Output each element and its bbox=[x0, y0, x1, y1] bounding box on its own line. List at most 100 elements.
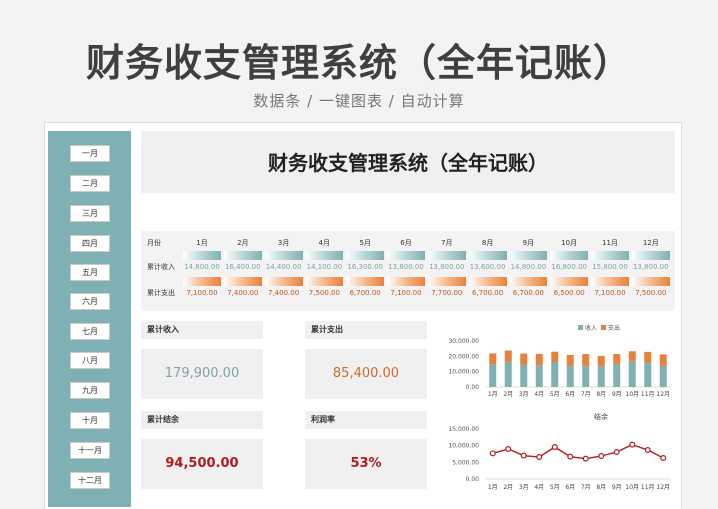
hero-subtitle: 数据条 / 一键图表 / 自动计算 bbox=[253, 92, 465, 110]
line-x-tick: 7月 bbox=[581, 484, 591, 491]
bar-expense bbox=[613, 354, 621, 365]
income-total-label: 累计收入 bbox=[141, 321, 263, 339]
bar-income bbox=[659, 365, 667, 387]
income-value-11: 15,800.00 bbox=[592, 263, 628, 271]
bar-y-tick: 30,000.00 bbox=[448, 338, 479, 345]
monthly-table: 月份 累计收入 累计支出 1月 14,800.00 7,100.00 2月 16,400… bbox=[141, 231, 675, 311]
bar-expense bbox=[535, 353, 543, 366]
balance-total-label: 累计结余 bbox=[141, 411, 263, 429]
expense-value-12: 7,500.00 bbox=[635, 289, 667, 297]
expense-databar-8 bbox=[468, 277, 507, 286]
month-sidebar: 一月 二月 三月 四月 五月 六月 七月 八月 九月 十月 十一月 十二月 bbox=[48, 131, 131, 507]
month-button-2[interactable]: 二月 bbox=[70, 175, 110, 192]
expense-total-label: 累计支出 bbox=[305, 321, 427, 339]
bar-expense bbox=[566, 354, 574, 366]
expense-value-6: 7,100.00 bbox=[390, 289, 422, 297]
income-databar-7 bbox=[427, 251, 466, 260]
legend-swatch-income bbox=[578, 325, 583, 330]
income-databar-11 bbox=[591, 251, 629, 260]
bar-income bbox=[613, 364, 621, 387]
month-button-10[interactable]: 十月 bbox=[70, 412, 110, 429]
profit-rate-value: 53% bbox=[305, 439, 427, 489]
income-databar-6 bbox=[387, 251, 425, 260]
line-x-tick: 1月 bbox=[488, 484, 498, 491]
balance-point bbox=[489, 450, 496, 457]
month-button-9[interactable]: 九月 bbox=[70, 382, 110, 399]
bar-x-tick: 9月 bbox=[612, 391, 622, 398]
income-databar-9 bbox=[509, 251, 548, 260]
month-button-8[interactable]: 八月 bbox=[70, 352, 110, 369]
income-databar-10 bbox=[550, 251, 589, 260]
bar-y-tick: 20,000.00 bbox=[448, 353, 479, 360]
line-x-tick: 11月 bbox=[641, 484, 655, 491]
income-databar-3 bbox=[264, 251, 303, 260]
bar-expense bbox=[520, 353, 528, 365]
income-databar-1 bbox=[183, 251, 221, 260]
expense-databar-3 bbox=[264, 277, 303, 286]
line-x-tick: 10月 bbox=[625, 484, 639, 491]
expense-databar-7 bbox=[427, 277, 466, 286]
balance-point bbox=[567, 453, 574, 460]
line-x-tick: 6月 bbox=[565, 484, 575, 491]
expense-value-3: 7,400.00 bbox=[268, 289, 300, 297]
balance-point bbox=[598, 452, 605, 459]
line-y-tick: 0.00 bbox=[466, 476, 480, 483]
expense-databar-9 bbox=[509, 277, 548, 286]
month-button-12[interactable]: 十二月 bbox=[70, 472, 110, 489]
balance-total-value: 94,500.00 bbox=[141, 439, 263, 489]
bar-x-tick: 7月 bbox=[581, 391, 591, 398]
bar-x-tick: 10月 bbox=[625, 391, 639, 398]
balance-point bbox=[629, 441, 636, 448]
month-button-1[interactable]: 一月 bbox=[70, 145, 110, 162]
balance-point bbox=[505, 445, 512, 452]
expense-databar-6 bbox=[387, 277, 425, 286]
month-button-3[interactable]: 三月 bbox=[70, 205, 110, 222]
income-value-5: 16,300.00 bbox=[347, 263, 383, 271]
bar-y-tick: 10,000.00 bbox=[448, 369, 479, 376]
month-button-5[interactable]: 五月 bbox=[70, 264, 110, 281]
line-x-tick: 4月 bbox=[534, 484, 544, 491]
bar-x-tick: 4月 bbox=[534, 391, 544, 398]
income-value-7: 13,800.00 bbox=[428, 263, 465, 271]
bar-x-tick: 5月 bbox=[550, 391, 560, 398]
month-header-9: 9月 bbox=[522, 239, 535, 247]
bar-expense bbox=[504, 350, 512, 362]
month-header-6: 6月 bbox=[400, 239, 412, 247]
month-header-8: 8月 bbox=[481, 239, 494, 247]
month-header-11: 11月 bbox=[602, 239, 618, 247]
bar-income bbox=[582, 365, 590, 387]
balance-point bbox=[520, 452, 527, 459]
bar-expense bbox=[551, 351, 559, 363]
bar-y-tick: 0.00 bbox=[466, 384, 480, 391]
month-header-2: 2月 bbox=[237, 239, 249, 247]
month-button-6[interactable]: 六月 bbox=[70, 293, 110, 310]
income-value-3: 14,400.00 bbox=[265, 263, 302, 271]
bar-income bbox=[628, 361, 636, 387]
income-row-label: 累计收入 bbox=[147, 263, 175, 271]
bar-expense bbox=[628, 351, 636, 362]
income-value-10: 16,800.00 bbox=[551, 263, 587, 271]
month-button-11[interactable]: 十一月 bbox=[70, 442, 110, 459]
bar-x-tick: 11月 bbox=[641, 391, 655, 398]
balance-line-chart: 结余 15,000.00 10,000.00 5,000.00 0.00 1月 2月 3月 4月… bbox=[448, 412, 671, 491]
month-header-5: 5月 bbox=[359, 239, 371, 247]
month-button-7[interactable]: 七月 bbox=[70, 323, 110, 340]
expense-databar-10 bbox=[550, 277, 589, 286]
line-x-tick: 2月 bbox=[503, 484, 513, 491]
income-value-4: 14,100.00 bbox=[306, 263, 343, 271]
expense-value-5: 6,700.00 bbox=[349, 289, 381, 297]
hero-title: 财务收支管理系统（全年记账） bbox=[85, 41, 632, 85]
balance-point bbox=[613, 448, 620, 455]
line-x-tick: 3月 bbox=[519, 484, 529, 491]
bar-income bbox=[644, 362, 652, 387]
income-databar-4 bbox=[305, 251, 344, 260]
spreadsheet-view: 一月 二月 三月 四月 五月 六月 七月 八月 九月 十月 十一月 十二月 财务… bbox=[44, 122, 682, 509]
income-databar-2 bbox=[223, 251, 262, 260]
month-button-4[interactable]: 四月 bbox=[70, 235, 110, 252]
income-value-6: 13,800.00 bbox=[388, 263, 424, 271]
bar-income bbox=[566, 365, 574, 387]
bar-expense bbox=[659, 354, 667, 366]
bar-income bbox=[489, 364, 497, 387]
line-x-tick: 12月 bbox=[656, 484, 670, 491]
month-header-12: 12月 bbox=[642, 239, 659, 247]
